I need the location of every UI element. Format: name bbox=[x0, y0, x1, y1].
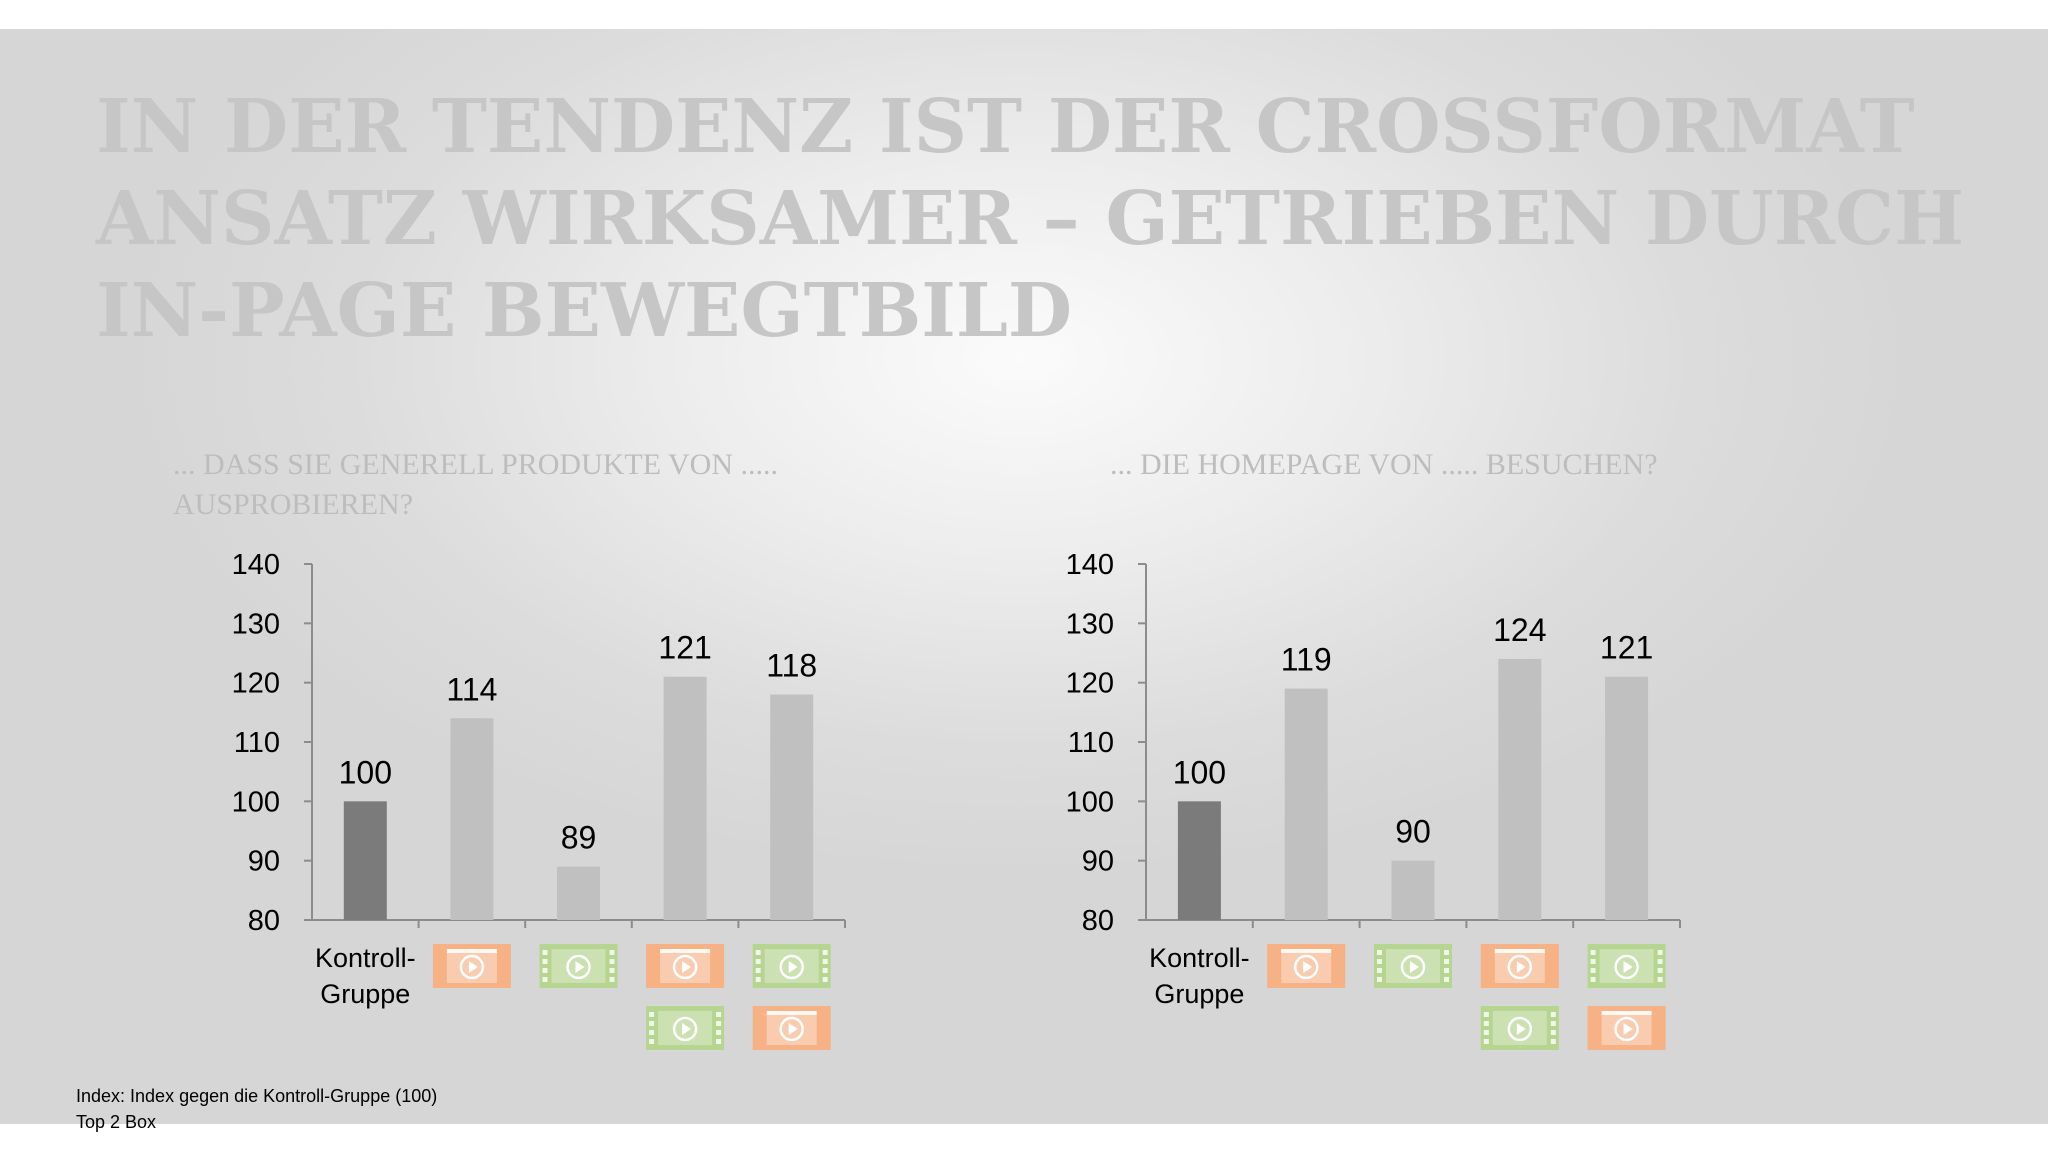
film-perforation bbox=[822, 977, 828, 982]
film-perforation bbox=[822, 959, 828, 964]
play-circle bbox=[459, 954, 485, 980]
film-perforation bbox=[755, 950, 761, 955]
instream-video-icon bbox=[752, 944, 831, 988]
film-perforation bbox=[609, 950, 615, 955]
y-tick-label: 120 bbox=[232, 668, 280, 700]
display-ad-video-icon bbox=[432, 944, 511, 988]
bar bbox=[343, 801, 387, 920]
play-triangle bbox=[682, 961, 692, 973]
film-perforation bbox=[649, 1030, 655, 1035]
bar bbox=[663, 676, 707, 920]
play-triangle bbox=[788, 1023, 798, 1035]
chart-question-left: ... DASS SIE GENERELL PRODUKTE VON .....… bbox=[173, 448, 779, 521]
icon-header-bar bbox=[766, 1011, 817, 1015]
y-tick-label: 80 bbox=[248, 905, 280, 937]
data-label: 114 bbox=[446, 671, 497, 707]
film-perforation bbox=[822, 968, 828, 973]
display-ad-video-icon bbox=[646, 944, 725, 988]
y-tick-label: 90 bbox=[248, 846, 280, 878]
play-triangle bbox=[575, 961, 585, 973]
film-perforation bbox=[755, 977, 761, 982]
film-perforation bbox=[542, 950, 548, 955]
film-perforation bbox=[609, 977, 615, 982]
play-circle bbox=[672, 954, 698, 980]
icon-header-bar bbox=[660, 949, 711, 953]
play-triangle bbox=[468, 961, 478, 973]
film-perforation bbox=[649, 1039, 655, 1044]
y-tick-label: 100 bbox=[232, 786, 280, 818]
film-perforation bbox=[716, 1039, 722, 1044]
bar bbox=[450, 718, 494, 920]
film-perforation bbox=[542, 959, 548, 964]
film-perforation bbox=[716, 1012, 722, 1017]
y-tick-label: 110 bbox=[234, 727, 280, 759]
film-perforation bbox=[716, 1021, 722, 1026]
film-perforation bbox=[609, 968, 615, 973]
film-perforation bbox=[609, 959, 615, 964]
slide-title-line: IN-PAGE BEWEGTBILD bbox=[96, 268, 1073, 354]
film-perforation bbox=[649, 1012, 655, 1017]
film-perforation bbox=[542, 968, 548, 973]
bar bbox=[557, 866, 600, 920]
film-perforation bbox=[542, 977, 548, 982]
footnote: Index: Index gegen die Kontroll-Gruppe (… bbox=[76, 1083, 437, 1135]
play-circle bbox=[672, 1016, 698, 1042]
bar bbox=[770, 694, 814, 920]
data-label: 89 bbox=[561, 820, 597, 856]
data-label: 118 bbox=[766, 648, 817, 684]
icon-header-bar bbox=[446, 949, 497, 953]
film-perforation bbox=[822, 950, 828, 955]
film-perforation bbox=[755, 968, 761, 973]
slide-title-line: IN DER TENDENZ IST DER CROSSFORMAT bbox=[96, 84, 1915, 170]
film-perforation bbox=[716, 1030, 722, 1035]
slide-title-line: ANSATZ WIRKSAMER – GETRIEBEN DURCH bbox=[96, 176, 1964, 262]
play-triangle bbox=[788, 961, 798, 973]
category-label: Gruppe bbox=[320, 979, 410, 1009]
display-ad-video-icon bbox=[752, 1006, 831, 1050]
footnote-line: Index: Index gegen die Kontroll-Gruppe (… bbox=[76, 1086, 438, 1106]
y-tick-label: 140 bbox=[232, 549, 280, 581]
footnote-line: Top 2 Box bbox=[76, 1112, 157, 1132]
data-label: 100 bbox=[339, 754, 392, 790]
play-triangle bbox=[682, 1023, 692, 1035]
instream-video-icon bbox=[539, 944, 618, 988]
slide-title: IN DER TENDENZ IST DER CROSSFORMAT ANSAT… bbox=[96, 81, 1996, 357]
film-perforation bbox=[649, 1021, 655, 1026]
instream-video-icon bbox=[646, 1006, 725, 1050]
play-circle bbox=[566, 954, 591, 980]
slide: IN DER TENDENZ IST DER CROSSFORMAT ANSAT… bbox=[0, 29, 2048, 1132]
film-perforation bbox=[755, 959, 761, 964]
y-tick-label: 130 bbox=[232, 608, 280, 640]
play-circle bbox=[779, 1016, 804, 1042]
data-label: 121 bbox=[658, 630, 711, 666]
bar-chart-left: 80 90 100 110 120 130 140 100 Kontroll- Gruppe 114… bbox=[232, 549, 846, 1050]
chart-question-right: ... DIE HOMEPAGE VON ..... BESUCHEN? bbox=[1110, 448, 1658, 481]
category-label: Kontroll- bbox=[315, 943, 416, 973]
play-circle bbox=[779, 954, 804, 980]
